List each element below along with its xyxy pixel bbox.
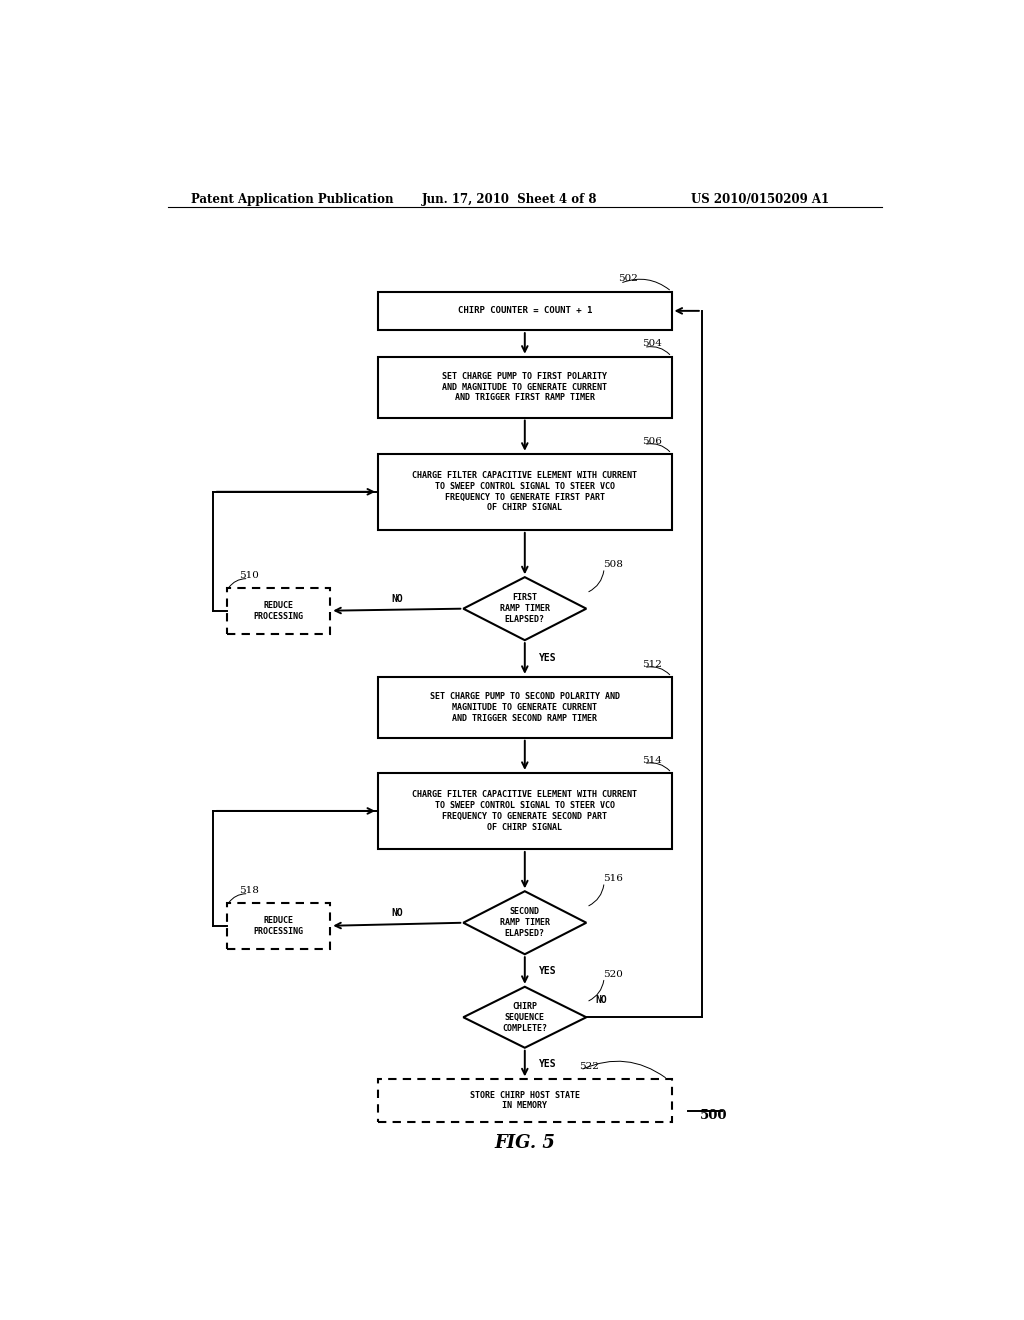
Text: CHIRP COUNTER = COUNT + 1: CHIRP COUNTER = COUNT + 1 xyxy=(458,306,592,315)
Text: NO: NO xyxy=(391,594,402,603)
Text: STORE CHIRP HOST STATE
IN MEMORY: STORE CHIRP HOST STATE IN MEMORY xyxy=(470,1090,580,1110)
Text: REDUCE
PROCESSING: REDUCE PROCESSING xyxy=(254,601,304,620)
Text: NO: NO xyxy=(391,908,402,917)
Bar xyxy=(227,587,331,634)
Text: Jun. 17, 2010  Sheet 4 of 8: Jun. 17, 2010 Sheet 4 of 8 xyxy=(422,193,597,206)
Text: CHARGE FILTER CAPACITIVE ELEMENT WITH CURRENT
TO SWEEP CONTROL SIGNAL TO STEER V: CHARGE FILTER CAPACITIVE ELEMENT WITH CU… xyxy=(413,471,637,512)
Text: 502: 502 xyxy=(618,275,638,284)
Text: NO: NO xyxy=(596,995,607,1005)
Text: REDUCE
PROCESSING: REDUCE PROCESSING xyxy=(254,916,304,936)
Text: YES: YES xyxy=(539,965,557,975)
Text: 522: 522 xyxy=(579,1063,599,1071)
Bar xyxy=(227,903,331,949)
Text: FIRST
RAMP TIMER
ELAPSED?: FIRST RAMP TIMER ELAPSED? xyxy=(500,594,550,624)
Text: 510: 510 xyxy=(240,570,259,579)
Bar xyxy=(378,292,672,330)
Text: 508: 508 xyxy=(602,560,623,569)
Text: CHARGE FILTER CAPACITIVE ELEMENT WITH CURRENT
TO SWEEP CONTROL SIGNAL TO STEER V: CHARGE FILTER CAPACITIVE ELEMENT WITH CU… xyxy=(413,791,637,832)
Text: SET CHARGE PUMP TO SECOND POLARITY AND
MAGNITUDE TO GENERATE CURRENT
AND TRIGGER: SET CHARGE PUMP TO SECOND POLARITY AND M… xyxy=(430,692,620,722)
Text: US 2010/0150209 A1: US 2010/0150209 A1 xyxy=(691,193,829,206)
Text: Patent Application Publication: Patent Application Publication xyxy=(191,193,394,206)
Text: 516: 516 xyxy=(602,874,623,883)
Bar xyxy=(378,356,672,417)
Text: 506: 506 xyxy=(642,437,663,446)
Text: 504: 504 xyxy=(642,339,663,348)
Bar xyxy=(378,772,672,849)
Bar xyxy=(378,1080,672,1122)
Text: 500: 500 xyxy=(699,1109,727,1122)
Bar xyxy=(378,454,672,529)
Text: 520: 520 xyxy=(602,970,623,978)
Text: SET CHARGE PUMP TO FIRST POLARITY
AND MAGNITUDE TO GENERATE CURRENT
AND TRIGGER : SET CHARGE PUMP TO FIRST POLARITY AND MA… xyxy=(442,372,607,403)
Text: YES: YES xyxy=(539,1059,557,1068)
Text: YES: YES xyxy=(539,653,557,664)
Text: 518: 518 xyxy=(240,886,259,895)
Text: 512: 512 xyxy=(642,660,663,669)
Text: CHIRP
SEQUENCE
COMPLETE?: CHIRP SEQUENCE COMPLETE? xyxy=(503,1002,547,1032)
Text: FIG. 5: FIG. 5 xyxy=(495,1134,555,1152)
Text: 514: 514 xyxy=(642,755,663,764)
Text: SECOND
RAMP TIMER
ELAPSED?: SECOND RAMP TIMER ELAPSED? xyxy=(500,907,550,939)
Bar xyxy=(378,677,672,738)
